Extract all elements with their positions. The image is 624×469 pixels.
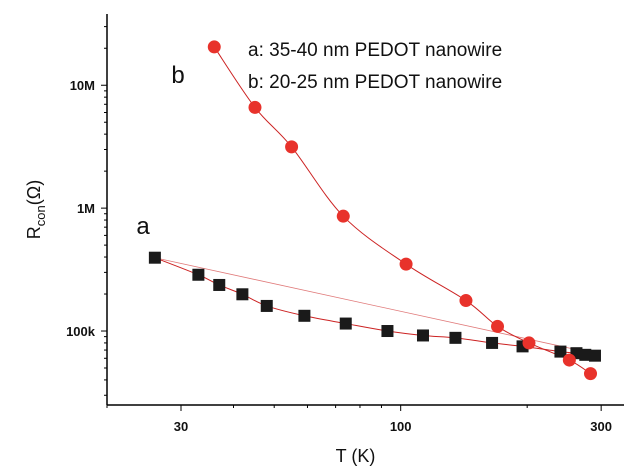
plot-axes xyxy=(106,14,624,406)
data-point-a xyxy=(449,331,462,344)
data-point-a xyxy=(416,329,429,342)
data-point-b xyxy=(562,353,576,367)
data-point-b xyxy=(336,209,350,223)
data-point-a xyxy=(588,349,601,362)
data-point-b xyxy=(399,257,413,271)
data-point-b xyxy=(207,40,221,54)
data-point-a xyxy=(486,336,499,349)
y-tick-label: 10M xyxy=(70,78,95,93)
data-point-a xyxy=(381,325,394,338)
data-point-b xyxy=(584,367,598,381)
data-point-b xyxy=(248,100,262,114)
data-point-a xyxy=(260,299,273,312)
x-axis-label: T (K) xyxy=(336,446,376,466)
data-point-a xyxy=(298,309,311,322)
x-tick-label: 30 xyxy=(174,419,188,434)
data-point-a xyxy=(236,288,249,301)
data-point-a xyxy=(213,278,226,291)
fit-curve-a xyxy=(154,257,596,357)
axis-ticks: 30 100 300 100k 1M 10M xyxy=(66,26,612,434)
y-axis-label-subscript: con xyxy=(33,205,48,226)
data-point-b xyxy=(522,336,536,350)
y-tick-label: 1M xyxy=(77,201,95,216)
data-point-a xyxy=(579,348,592,361)
data-points xyxy=(148,40,601,381)
fit-curves xyxy=(154,46,596,375)
x-tick-label: 300 xyxy=(590,419,612,434)
curve-label-b: b xyxy=(171,62,184,89)
data-point-a xyxy=(148,251,161,264)
curve-label-a: a xyxy=(136,213,150,240)
fit-curve-b xyxy=(213,46,591,375)
legend-entry-a: a: 35-40 nm PEDOT nanowire xyxy=(248,40,502,61)
y-tick-label: 100k xyxy=(66,324,96,339)
y-axis-label: Rcon(Ω) xyxy=(24,180,48,239)
data-point-b xyxy=(491,319,505,333)
y-axis-label-unit: (Ω) xyxy=(24,180,44,205)
x-tick-label: 100 xyxy=(390,419,412,434)
data-point-b xyxy=(459,294,473,308)
y-axis-label-main: R xyxy=(24,226,44,239)
legend-entry-b: b: 20-25 nm PEDOT nanowire xyxy=(248,72,502,93)
data-point-a xyxy=(339,317,352,330)
data-point-b xyxy=(285,140,299,154)
fit-curve-a-secondary xyxy=(154,257,596,355)
data-point-a xyxy=(192,268,205,281)
data-point-a xyxy=(554,345,567,358)
